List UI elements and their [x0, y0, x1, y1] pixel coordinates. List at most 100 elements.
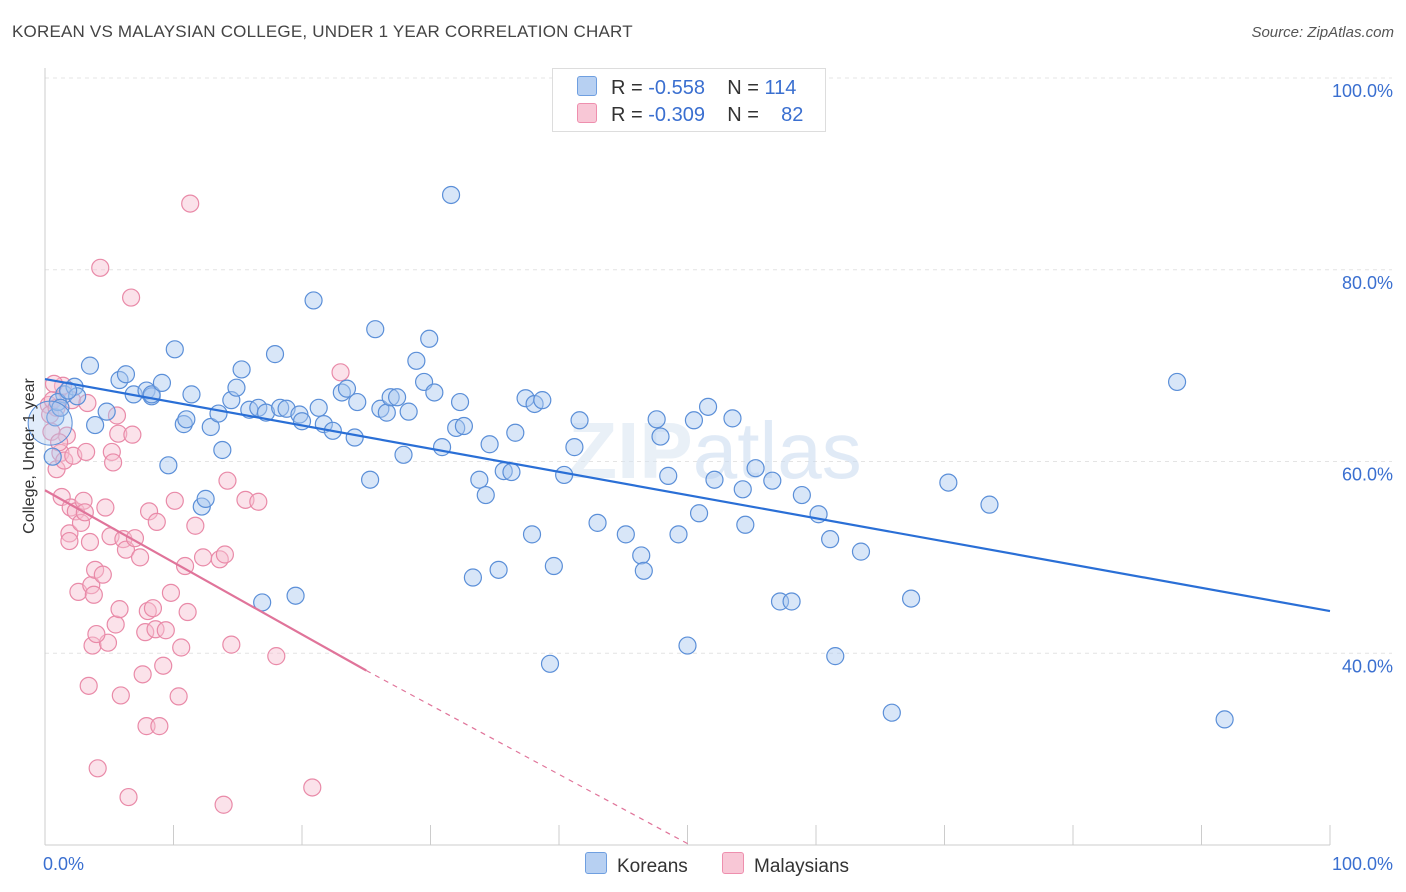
malaysians-point	[60, 531, 79, 551]
koreans-point	[632, 546, 651, 565]
koreans-point	[309, 398, 328, 417]
koreans-point	[209, 404, 228, 423]
koreans-point	[196, 489, 215, 508]
malaysians-point	[77, 442, 96, 462]
chart-title: KOREAN VS MALAYSIAN COLLEGE, UNDER 1 YEA…	[12, 22, 633, 41]
koreans-point	[851, 542, 871, 561]
koreans-point	[271, 398, 290, 417]
koreans-point	[43, 447, 62, 466]
koreans-point	[213, 440, 232, 460]
legend-row-koreans: R = -0.558 N = 114	[577, 76, 796, 100]
koreans-point	[394, 445, 413, 464]
malaysians-point	[267, 647, 286, 666]
koreans-point	[684, 411, 704, 430]
koreans-r-label: R =	[611, 77, 643, 99]
koreans-point	[399, 402, 418, 421]
y-axis-label: College, Under 1 year	[21, 378, 38, 534]
koreans-point	[480, 435, 499, 454]
koreans-point	[51, 398, 70, 417]
koreans-point	[506, 423, 525, 442]
bottom-malaysians-swatch	[722, 852, 744, 874]
malaysians-n-label: N =	[727, 104, 759, 126]
koreans-point	[698, 397, 718, 416]
bottom-koreans-swatch	[585, 852, 607, 874]
malaysians-point	[178, 602, 197, 622]
koreans-point	[165, 340, 184, 359]
malaysians-trend-line	[44, 489, 367, 672]
malaysians-point	[60, 524, 79, 543]
koreans-n-value: 114	[764, 77, 797, 99]
koreans-point	[116, 365, 136, 384]
malaysians-point	[150, 717, 169, 736]
malaysians-r-value: -0.309	[648, 104, 705, 126]
koreans-point	[348, 392, 367, 412]
koreans-point	[174, 415, 193, 434]
malaysians-point	[91, 258, 110, 277]
koreans-point	[476, 485, 495, 505]
koreans-point	[659, 466, 678, 485]
koreans-point	[286, 586, 305, 605]
koreans-point	[1215, 710, 1234, 729]
koreans-point	[565, 438, 584, 457]
koreans-point	[182, 385, 201, 404]
malaysians-point	[71, 513, 91, 532]
malaysians-point	[172, 638, 191, 657]
stats-legend: R = -0.558 N = 114 R = -0.309 N = 82	[552, 68, 826, 132]
y-tick-label-1: 80.0%	[1342, 273, 1393, 293]
koreans-point	[227, 378, 246, 397]
koreans-point	[489, 560, 508, 579]
malaysians-point	[84, 585, 103, 604]
malaysians-point	[215, 545, 234, 564]
koreans-point	[705, 470, 724, 489]
koreans-point	[304, 291, 323, 310]
malaysians-n-value: 82	[781, 104, 804, 126]
bottom-koreans-label: Koreans	[617, 856, 688, 877]
malaysians-point	[93, 565, 112, 584]
malaysians-point	[130, 548, 150, 567]
koreans-point	[425, 383, 444, 402]
koreans-point	[46, 408, 65, 427]
koreans-point	[159, 456, 178, 475]
malaysians-point	[133, 665, 152, 684]
koreans-point	[939, 473, 958, 492]
malaysians-point	[123, 425, 142, 444]
koreans-point	[432, 438, 452, 457]
koreans-point	[97, 402, 116, 421]
malaysians-r-label: R =	[611, 104, 643, 126]
trend-lines	[44, 377, 1331, 846]
y-tick-label-0: 100.0%	[1332, 81, 1393, 101]
bottom-malaysians-label: Malaysians	[754, 856, 850, 877]
koreans-point	[678, 636, 697, 655]
malaysians-point	[137, 717, 156, 736]
koreans-point	[420, 329, 439, 348]
koreans-point	[450, 392, 470, 412]
koreans-point	[366, 320, 385, 339]
koreans-point	[901, 589, 921, 608]
koreans-point	[407, 351, 426, 370]
koreans-point	[345, 428, 364, 447]
koreans-point	[177, 410, 196, 429]
malaysians-point	[121, 288, 141, 307]
malaysians-point	[57, 426, 76, 445]
malaysians-point	[107, 406, 127, 425]
koreans-point	[381, 388, 400, 407]
koreans-point	[152, 373, 172, 392]
malaysians-point	[136, 623, 155, 642]
koreans-point	[361, 470, 380, 489]
koreans-trend-line	[44, 377, 1331, 613]
malaysians-point	[80, 532, 100, 552]
malaysians-point	[218, 471, 237, 490]
koreans-point	[736, 515, 755, 534]
malaysians-point	[106, 615, 125, 634]
watermark-atlas: atlas	[693, 406, 862, 495]
koreans-point	[463, 568, 483, 587]
koreans-point	[441, 185, 461, 205]
koreans-swatch	[577, 76, 597, 96]
koreans-point	[522, 525, 542, 544]
koreans-point	[882, 703, 901, 722]
malaysians-point	[87, 624, 106, 644]
source-label: Source: ZipAtlas.com	[1251, 24, 1394, 41]
y-tick-label-3: 40.0%	[1342, 656, 1393, 676]
koreans-point	[68, 387, 87, 406]
